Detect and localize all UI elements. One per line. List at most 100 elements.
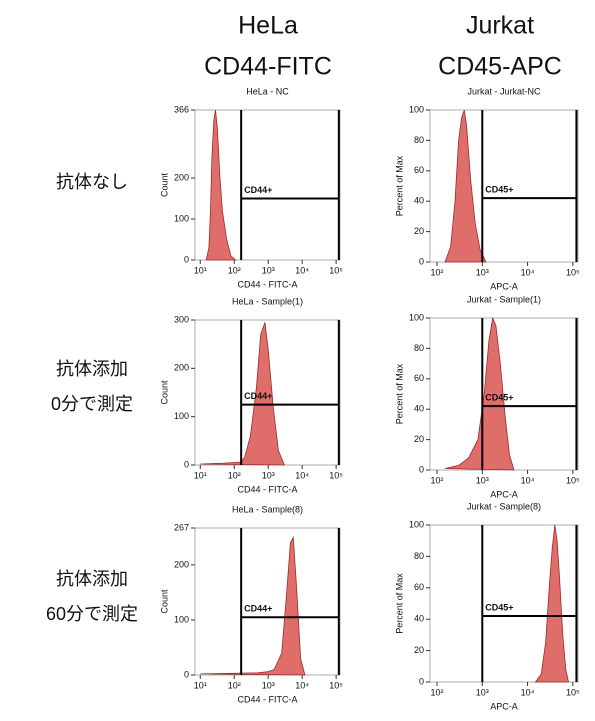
x-tick-label: 10⁵	[329, 680, 343, 690]
histogram	[444, 109, 487, 263]
x-tick-label: 10¹	[194, 680, 207, 690]
x-tick-label: 10⁴	[295, 680, 309, 690]
y-tick-label: 80	[414, 551, 424, 561]
column-header: CD44-FITC	[204, 53, 332, 81]
x-tick-label: 10¹	[194, 265, 207, 275]
y-tick-label: 20	[414, 226, 424, 236]
y-tick-label: 80	[414, 135, 424, 145]
gate-label: CD45+	[485, 393, 513, 403]
x-tick-label: 10⁴	[521, 267, 535, 277]
row-label: 抗体添加	[56, 359, 128, 379]
x-tick-label: 10²	[228, 680, 241, 690]
y-tick-label: 20	[414, 434, 424, 444]
gate-label: CD44+	[244, 604, 272, 614]
x-tick-label: 10⁴	[295, 470, 309, 480]
y-tick-label: 366	[174, 104, 189, 114]
panel-title: HeLa - Sample(8)	[232, 504, 303, 514]
y-tick-label: 300	[174, 314, 189, 324]
y-tick-label: 60	[414, 582, 424, 592]
x-tick-label: 10²	[228, 470, 241, 480]
gate-label: CD45+	[485, 185, 513, 195]
y-tick-label: 60	[414, 165, 424, 175]
histogram	[205, 109, 237, 261]
y-tick-label: 200	[174, 363, 189, 373]
histogram	[444, 316, 515, 471]
x-tick-label: 10³	[262, 470, 275, 480]
panel-title: Jurkat - Jurkat-NC	[467, 86, 541, 96]
x-tick-label: 10⁴	[521, 687, 535, 697]
y-tick-label: 267	[174, 522, 189, 532]
x-tick-label: 10³	[476, 475, 489, 485]
y-tick-label: 40	[414, 404, 424, 414]
y-axis-label: Percent of Max	[394, 573, 404, 634]
gate-label: CD44+	[244, 185, 272, 195]
y-tick-label: 100	[409, 519, 424, 529]
y-tick-label: 80	[414, 343, 424, 353]
y-tick-label: 40	[414, 614, 424, 624]
histogram	[534, 524, 569, 683]
x-axis-label: APC-A	[490, 701, 518, 711]
x-tick-label: 10¹	[194, 470, 207, 480]
y-tick-label: 100	[174, 213, 189, 223]
column-header: CD45-APC	[438, 53, 562, 81]
x-tick-label: 10⁵	[566, 475, 580, 485]
panel-title: Jurkat - Sample(1)	[467, 294, 541, 304]
plot-frame	[429, 524, 579, 683]
y-tick-label: 100	[409, 312, 424, 322]
x-axis-label: APC-A	[490, 489, 518, 499]
x-tick-label: 10⁵	[329, 265, 343, 275]
panel-title: HeLa - Sample(1)	[232, 296, 303, 306]
y-axis-label: Count	[159, 380, 169, 405]
y-axis-label: Percent of Max	[394, 155, 404, 216]
x-tick-label: 10⁴	[521, 475, 535, 485]
row-label: 抗体なし	[56, 172, 128, 192]
x-tick-label: 10⁴	[295, 265, 309, 275]
x-axis-label: CD44 - FITC-A	[237, 694, 297, 704]
y-tick-label: 100	[409, 104, 424, 114]
gate-label: CD45+	[485, 602, 513, 612]
panel-title: HeLa - NC	[246, 86, 289, 96]
y-tick-label: 0	[419, 676, 424, 686]
x-axis-label: APC-A	[490, 281, 518, 291]
x-tick-label: 10³	[262, 265, 275, 275]
x-tick-label: 10⁵	[329, 470, 343, 480]
x-tick-label: 10²	[228, 265, 241, 275]
y-tick-label: 100	[174, 614, 189, 624]
y-axis-label: Count	[159, 173, 169, 198]
x-tick-label: 10²	[431, 687, 444, 697]
y-tick-label: 60	[414, 373, 424, 383]
y-axis-label: Percent of Max	[394, 363, 404, 424]
gate-label: CD44+	[244, 391, 272, 401]
plot-frame	[194, 527, 341, 676]
y-tick-label: 0	[184, 669, 189, 679]
y-tick-label: 40	[414, 196, 424, 206]
x-tick-label: 10²	[431, 475, 444, 485]
x-axis-label: CD44 - FITC-A	[237, 484, 297, 494]
column-header: HeLa	[238, 12, 298, 40]
x-tick-label: 10⁵	[566, 687, 580, 697]
y-tick-label: 200	[174, 172, 189, 182]
x-tick-label: 10⁵	[566, 267, 580, 277]
x-tick-label: 10²	[431, 267, 444, 277]
y-tick-label: 100	[174, 411, 189, 421]
y-tick-label: 0	[419, 464, 424, 474]
x-tick-label: 10³	[476, 267, 489, 277]
y-tick-label: 0	[419, 256, 424, 266]
y-tick-label: 0	[184, 459, 189, 469]
plot-frame	[429, 109, 579, 263]
y-tick-label: 0	[184, 254, 189, 264]
column-header: Jurkat	[466, 12, 534, 40]
x-axis-label: CD44 - FITC-A	[237, 279, 297, 289]
row-label: 抗体添加	[56, 569, 128, 589]
row-label: 0分で測定	[51, 394, 133, 414]
plot-frame	[194, 109, 341, 261]
x-tick-label: 10³	[262, 680, 275, 690]
y-tick-label: 200	[174, 559, 189, 569]
row-label: 60分で測定	[46, 604, 138, 624]
x-tick-label: 10³	[476, 687, 489, 697]
y-tick-label: 20	[414, 645, 424, 655]
panel-title: Jurkat - Sample(8)	[467, 501, 541, 511]
y-axis-label: Count	[159, 589, 169, 614]
histogram	[200, 535, 306, 676]
